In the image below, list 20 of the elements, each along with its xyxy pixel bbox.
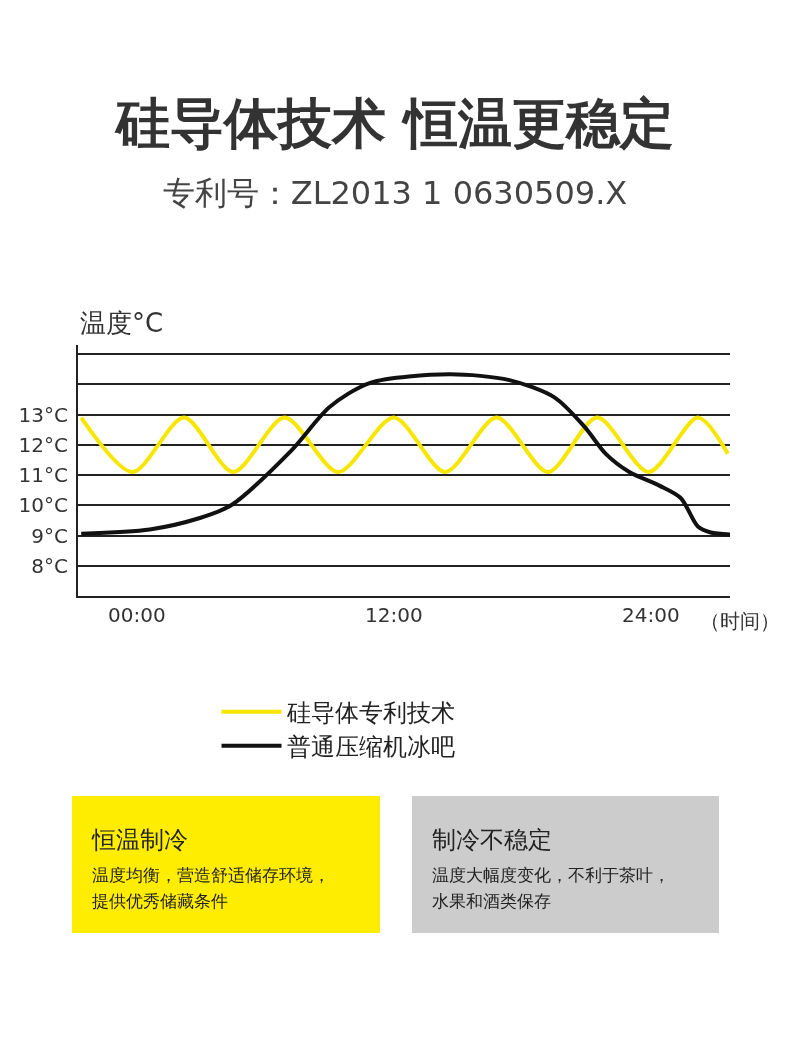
y-tick-label: 13°C xyxy=(18,402,68,427)
text: 温度大幅度变化，不利于茶叶，水果和酒类保存 xyxy=(432,864,671,913)
chart-title: 硅导体技术 恒温更稳定 xyxy=(113,91,676,157)
x-tick-label: 24:00 xyxy=(621,603,680,627)
x-tick-label: 00:00 xyxy=(108,603,166,627)
legend-label: 硅导体专利技术 xyxy=(285,698,455,727)
text: 恒温制冷 xyxy=(92,825,189,856)
y-tick-label: 9°C xyxy=(31,523,68,548)
legend-label: 普通压缩机冰吧 xyxy=(286,733,455,762)
chart-subtitle: 专利号：ZL2013 1 0630509.X xyxy=(161,173,629,214)
y-tick-label: 8°C xyxy=(31,553,68,578)
text: 制冷不稳定 xyxy=(432,825,553,856)
y-axis-title: 温度°C xyxy=(80,308,164,338)
y-tick-label: 12°C xyxy=(18,432,68,457)
y-tick-label: 11°C xyxy=(18,463,68,488)
x-axis-title: （时间） xyxy=(700,609,780,633)
text: 温度均衡，营造舒适储存环境，提供优秀储藏条件 xyxy=(92,864,331,913)
x-tick-label: 12:00 xyxy=(365,603,423,627)
line-series xyxy=(79,372,730,537)
y-tick-label: 10°C xyxy=(18,493,68,518)
